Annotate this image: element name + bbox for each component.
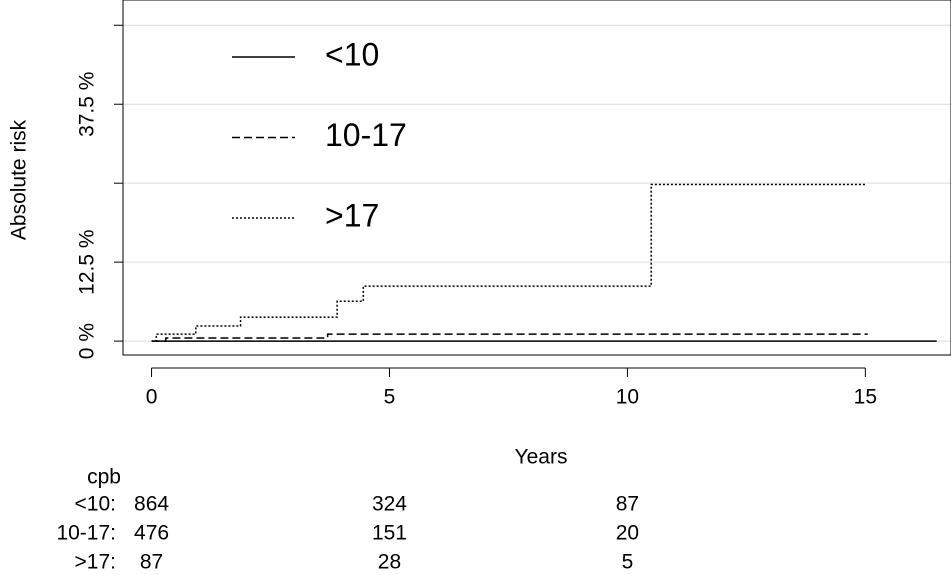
y-axis-label: Absolute risk	[8, 119, 31, 240]
step-line	[151, 183, 867, 342]
x-tick-label: 15	[854, 386, 877, 409]
risk-count: 87	[616, 493, 639, 516]
risk-count: 324	[372, 493, 407, 516]
x-tick-label: 5	[384, 386, 396, 409]
y-tick-label: 0 %	[76, 323, 99, 359]
risk-table-title: cpb	[87, 466, 121, 489]
risk-row-label: >17:	[75, 551, 116, 574]
risk-count: 28	[378, 551, 401, 574]
plot-frame	[122, 0, 951, 356]
risk-count: 151	[372, 522, 407, 545]
risk-row-label: 10-17:	[56, 522, 116, 545]
y-tick-label: 37.5 %	[76, 72, 99, 137]
step-line	[151, 333, 868, 342]
risk-count: 87	[140, 551, 163, 574]
x-axis-label: Years	[515, 446, 568, 469]
x-tick-label: 0	[146, 386, 158, 409]
legend-label: >17	[325, 197, 379, 233]
risk-count: 864	[134, 493, 169, 516]
risk-count: 5	[622, 551, 634, 574]
legend-label: 10-17	[325, 117, 407, 153]
y-tick-label: 12.5 %	[76, 229, 99, 294]
legend-label: <10	[325, 36, 379, 72]
risk-row-label: <10:	[75, 493, 116, 516]
x-tick-label: 10	[616, 386, 639, 409]
risk-count: 476	[134, 522, 169, 545]
risk-count: 20	[616, 522, 639, 545]
